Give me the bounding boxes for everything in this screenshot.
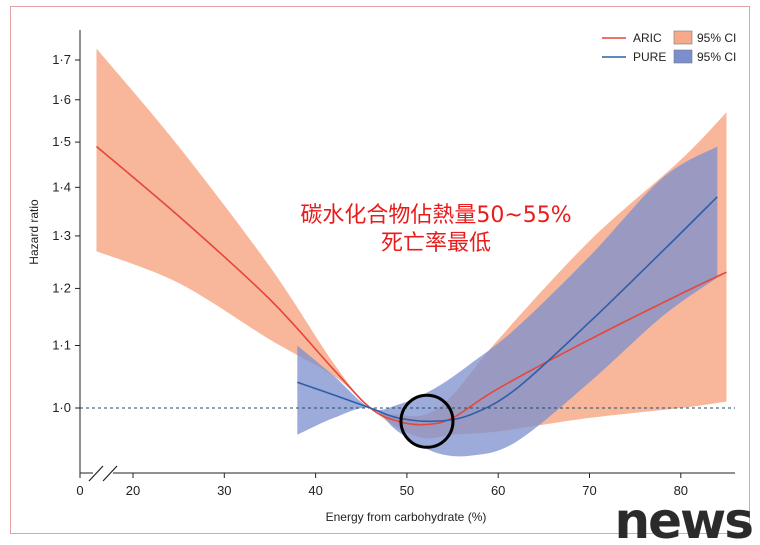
x-tick-label: 40	[308, 483, 322, 498]
y-tick-label: 1·7	[52, 52, 71, 67]
x-tick-label: 50	[400, 483, 414, 498]
x-tick-label: 60	[491, 483, 505, 498]
minimum-highlight-circle	[399, 393, 455, 449]
y-tick-label: 1·3	[52, 228, 71, 243]
legend-ci-label-pure: 95% CI	[697, 50, 736, 64]
annotation-line-2: 死亡率最低	[381, 231, 491, 256]
legend-label-pure: PURE	[633, 50, 666, 64]
legend: ARIC 95% CI PURE 95% CI	[602, 30, 736, 64]
y-tick-label: 1·4	[52, 179, 71, 194]
news-watermark: news	[615, 492, 753, 545]
annotation-line-1: 碳水化合物佔熱量50~55%	[300, 203, 571, 228]
y-tick-label: 1·6	[52, 92, 71, 107]
x-tick-label: 70	[582, 483, 596, 498]
series-lines	[95, 145, 727, 426]
axis-break-mark	[102, 465, 118, 482]
y-tick-label: 1·1	[52, 337, 71, 352]
x-tick-label: 20	[126, 483, 140, 498]
series-line-pure	[297, 196, 718, 423]
legend-swatch-pure-ci	[673, 49, 693, 64]
ci-band-pure	[297, 146, 718, 457]
y-tick-label: 1·2	[52, 280, 71, 295]
legend-swatch-aric-ci	[673, 30, 693, 45]
x-tick-label: 80	[674, 483, 688, 498]
y-axis-label: Hazard ratio	[27, 199, 41, 265]
chart-frame	[10, 6, 750, 534]
legend-ci-label-aric: 95% CI	[697, 31, 736, 45]
series-line-aric	[95, 145, 727, 426]
y-tick-label: 1·0	[52, 400, 71, 415]
y-tick-label: 1·5	[52, 134, 71, 149]
x-tick-label: 30	[217, 483, 231, 498]
x-tick-label: 0	[76, 483, 83, 498]
legend-label-aric: ARIC	[633, 31, 662, 45]
axes: 1·0 1·1 1·2 1·3 1·4 1·5 1·6 1·7 0 20 30 40 50 60 70 80	[52, 30, 735, 498]
x-axis-label: Energy from carbohydrate (%)	[326, 510, 487, 524]
axis-break-mark	[88, 465, 104, 482]
